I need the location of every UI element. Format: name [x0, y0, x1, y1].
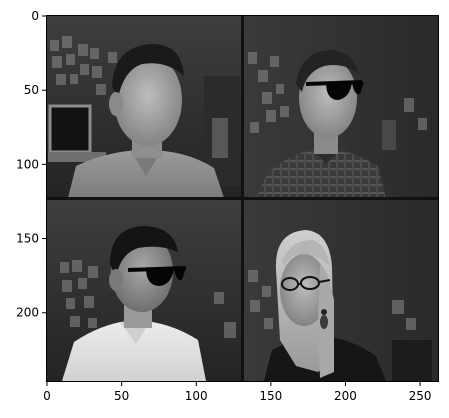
panel-top-left: [47, 16, 242, 198]
y-tick-label: 0: [31, 9, 39, 23]
x-tick-label: 250: [409, 389, 432, 403]
y-axis: 0 50 100 150 200: [16, 9, 46, 320]
earring: [320, 309, 328, 329]
x-axis: 0 50 100 150 200 250: [43, 382, 432, 403]
axes-frame: [46, 15, 439, 382]
sunglasses: [127, 266, 187, 286]
face: [114, 54, 182, 146]
x-tick-label: 50: [114, 389, 129, 403]
x-tick-label: 0: [43, 389, 51, 403]
x-tick-label: 200: [334, 389, 357, 403]
panel-top-right: [243, 16, 438, 198]
panel-bottom-left: [47, 199, 242, 381]
sunglasses: [305, 80, 364, 100]
eyeglasses: [281, 276, 331, 291]
panel-bottom-right: [243, 199, 438, 381]
y-tick-label: 150: [16, 232, 39, 246]
monitor: [48, 104, 92, 154]
grid-divider-horizontal: [47, 197, 438, 200]
y-tick-label: 100: [16, 157, 39, 171]
y-tick-label: 50: [24, 83, 39, 97]
x-tick-label: 100: [185, 389, 208, 403]
wall-photos: [50, 36, 117, 95]
x-tick-label: 150: [259, 389, 282, 403]
y-tick-label: 200: [16, 306, 39, 320]
